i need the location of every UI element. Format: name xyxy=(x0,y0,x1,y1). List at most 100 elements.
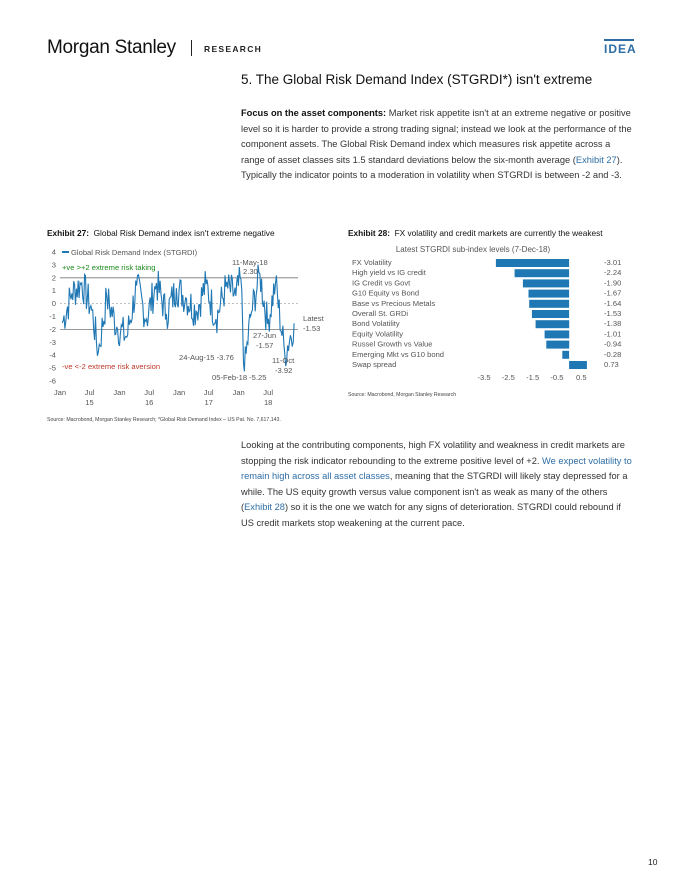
intro-paragraph: Focus on the asset components: Market ri… xyxy=(241,106,633,184)
bar-value-label: -2.24 xyxy=(604,268,621,277)
bar xyxy=(562,350,570,359)
x-tick-label: Jan xyxy=(54,388,66,397)
analysis-text-3: ) so it is the one we watch for any sign… xyxy=(241,502,621,528)
bar-category-label: Swap spread xyxy=(352,360,396,369)
bar-category-label: Bond Volatility xyxy=(352,319,400,328)
y-tick-label: -6 xyxy=(49,377,56,386)
c27-series xyxy=(61,264,295,372)
bar-category-label: G10 Equity vs Bond xyxy=(352,289,419,298)
exhibit-27-title: Exhibit 27: Global Risk Demand index isn… xyxy=(47,228,275,238)
y-tick-label: -2 xyxy=(49,325,56,334)
y-tick-label: 3 xyxy=(52,260,56,269)
negative-threshold-note: -ve <-2 extreme risk aversion xyxy=(62,362,160,371)
bar-category-label: High yield vs IG credit xyxy=(352,268,427,277)
x-tick-label: Jan xyxy=(233,388,245,397)
bar xyxy=(535,320,570,329)
annotation-may-value: 2.30 xyxy=(243,267,258,276)
x-tick-label: -3.5 xyxy=(477,373,490,382)
y-tick-label: -5 xyxy=(49,364,56,373)
x-tick-label: -1.5 xyxy=(526,373,539,382)
x-tick-label: Jan xyxy=(173,388,185,397)
idea-tag: IDEA xyxy=(604,42,637,56)
bar-value-label: -3.01 xyxy=(604,258,621,267)
x-year-label: 15 xyxy=(85,398,93,407)
x-tick-label: Jan xyxy=(113,388,125,397)
bar-category-label: FX Volatility xyxy=(352,258,392,267)
exhibit-28-bar-chart: Latest STGRDI sub-index levels (7-Dec-18… xyxy=(352,245,621,382)
bar-value-label: -0.94 xyxy=(604,340,621,349)
intro-bold-lead: Focus on the asset components: xyxy=(241,108,387,118)
y-tick-label: 2 xyxy=(52,273,56,282)
x-tick-label: -2.5 xyxy=(502,373,515,382)
c28-chart-title: Latest STGRDI sub-index levels (7-Dec-18… xyxy=(396,245,551,254)
bar xyxy=(514,269,570,278)
research-label: RESEARCH xyxy=(204,44,263,54)
exhibit-28-link[interactable]: Exhibit 28 xyxy=(244,502,285,512)
y-tick-label: -4 xyxy=(49,351,56,360)
intro-text-2: ). Typically the indicator points to a m… xyxy=(241,154,623,181)
bar-category-label: Overall St. GRDi xyxy=(352,309,408,318)
y-tick-label: 0 xyxy=(52,299,56,308)
stgrdi-series-line xyxy=(61,264,295,372)
bar xyxy=(529,299,570,308)
bar xyxy=(495,259,570,267)
exhibit-27-line-chart: 4 3 2 1 0 -1 -2 -3 -4 -5 -6 Jan Jul Jan Jul Jan Jul Jan J… xyxy=(49,248,325,408)
bar-value-label: -0.28 xyxy=(604,350,621,359)
exhibit-27-link[interactable]: Exhibit 27 xyxy=(575,154,617,165)
bar xyxy=(528,289,570,298)
bar-category-label: Equity Volatility xyxy=(352,329,403,338)
bar xyxy=(544,330,570,339)
exhibit-27-label: Exhibit 27: xyxy=(47,228,89,238)
x-year-label: 16 xyxy=(145,398,153,407)
annotation-may-date: 11-May-18 xyxy=(232,258,268,267)
y-tick-label: -1 xyxy=(49,312,56,321)
y-tick-label: 4 xyxy=(52,248,56,257)
positive-threshold-note: +ve >+2 extreme risk taking xyxy=(62,263,156,272)
annotation-oct-date: 11-Oct xyxy=(272,356,295,365)
bar-category-label: Emerging Mkt vs G10 bond xyxy=(352,350,444,359)
y-tick-label: 1 xyxy=(52,286,56,295)
analysis-text-2: , meaning that the STGRDI will likely st… xyxy=(241,471,628,512)
morgan-stanley-logo: Morgan Stanley xyxy=(47,37,176,58)
exhibit-28-title-text: FX volatility and credit markets are cur… xyxy=(394,228,603,238)
annotation-feb: 05-Feb-18 -5.25 xyxy=(212,373,266,382)
bar xyxy=(531,310,570,318)
x-year-label: 17 xyxy=(204,398,212,407)
bar-value-label: -1.38 xyxy=(604,319,621,328)
section-title: 5. The Global Risk Demand Index (STGRDI*… xyxy=(241,72,593,87)
annotation-latest-label: Latest xyxy=(303,314,325,323)
exhibit-27-source: Source: Macrobond, Morgan Stanley Resear… xyxy=(47,417,281,423)
x-tick-label: Jul xyxy=(144,388,154,397)
annotation-oct-value: -3.92 xyxy=(275,366,292,375)
bar-value-label: -1.64 xyxy=(604,299,621,308)
bar xyxy=(546,340,570,349)
annotation-aug: 24-Aug-15 -3.76 xyxy=(179,353,234,362)
annotation-latest-value: -1.53 xyxy=(303,324,320,333)
annotation-jun-date: 27-Jun xyxy=(253,331,276,340)
volatility-view-link[interactable]: We expect volatility to remain high acro… xyxy=(241,455,632,482)
analysis-paragraph: Looking at the contributing components, … xyxy=(241,438,633,531)
page-number: 10 xyxy=(648,857,658,867)
bar-value-label: -1.53 xyxy=(604,309,621,318)
bar xyxy=(522,279,570,288)
intro-text-1: Market risk appetite isn't at an extreme… xyxy=(241,108,632,165)
bar-category-label: IG Credit vs Govt xyxy=(352,278,411,287)
bar-value-label: -1.01 xyxy=(604,329,621,338)
exhibit-28-title: Exhibit 28: FX volatility and credit mar… xyxy=(348,228,603,238)
c27-y-axis: 4 3 2 1 0 -1 -2 -3 -4 -5 -6 xyxy=(49,248,56,386)
exhibit-27-title-text: Global Risk Demand index isn't extreme n… xyxy=(93,228,275,238)
bar xyxy=(569,361,587,369)
exhibit-28-source: Source: Macrobond, Morgan Stanley Resear… xyxy=(348,392,457,398)
x-tick-label: Jul xyxy=(263,388,273,397)
y-tick-label: -3 xyxy=(49,338,56,347)
idea-accent-line xyxy=(604,39,634,41)
c28-x-axis: -3.5 -2.5 -1.5 -0.5 0.5 xyxy=(477,373,586,382)
legend-label: Global Risk Demand Index (STGRDI) xyxy=(71,248,198,257)
bar-category-label: Russel Growth vs Value xyxy=(352,340,432,349)
x-year-label: 18 xyxy=(264,398,272,407)
c27-grid xyxy=(60,277,298,330)
bar-value-label: -1.67 xyxy=(604,289,621,298)
bar-value-label: -1.90 xyxy=(604,278,621,287)
header-divider xyxy=(191,40,192,56)
